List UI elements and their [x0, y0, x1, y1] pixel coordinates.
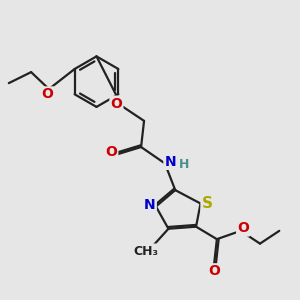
- Text: O: O: [105, 145, 117, 159]
- Text: O: O: [237, 221, 249, 236]
- Text: O: O: [208, 264, 220, 278]
- Text: N: N: [164, 155, 176, 169]
- Text: CH₃: CH₃: [134, 244, 159, 258]
- Text: S: S: [202, 196, 213, 211]
- Text: H: H: [179, 158, 189, 171]
- Text: N: N: [144, 198, 156, 212]
- Text: O: O: [41, 87, 53, 101]
- Text: O: O: [110, 97, 122, 111]
